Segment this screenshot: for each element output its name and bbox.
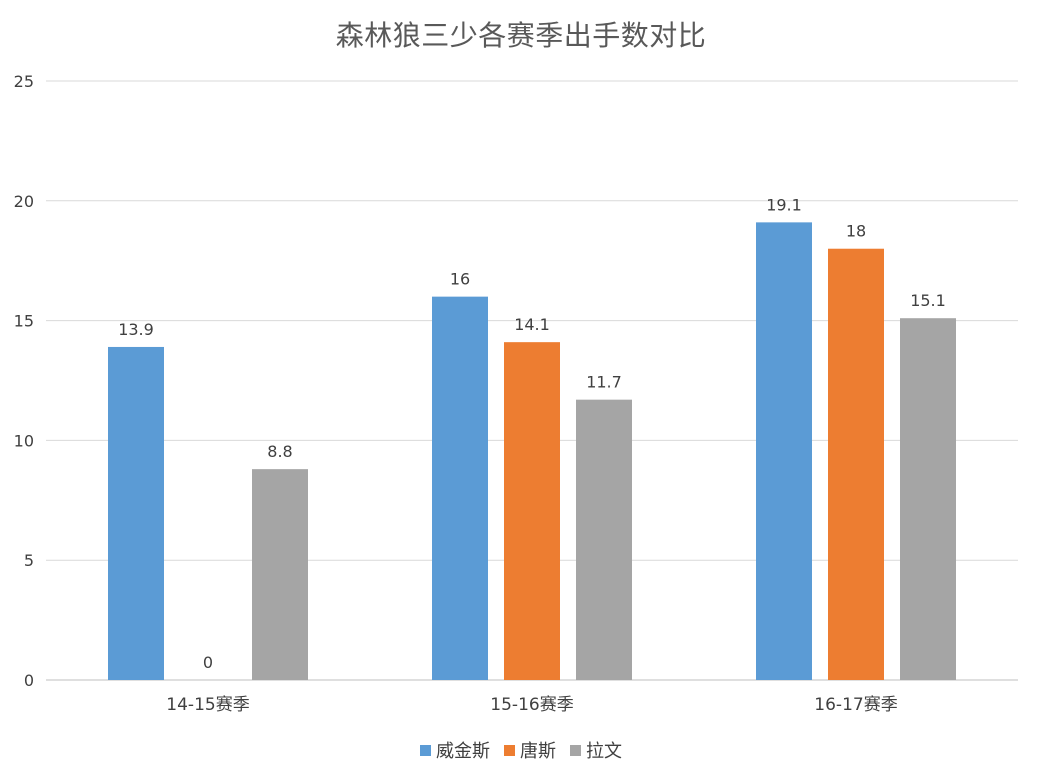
legend-label-2: 拉文 (586, 741, 622, 762)
y-tick-label: 20 (14, 192, 34, 211)
legend-label-0: 威金斯 (436, 741, 490, 762)
chart-legend: 威金斯 唐斯 拉文 (0, 737, 1042, 763)
legend-item-series-0[interactable]: 威金斯 (420, 737, 490, 763)
bar-威金斯-14-15赛季 (108, 346, 164, 680)
data-label: 15.1 (910, 291, 946, 310)
data-label: 11.7 (586, 373, 622, 392)
data-label: 16 (450, 270, 470, 289)
legend-swatch-1 (504, 744, 515, 756)
bar-唐斯-15-16赛季 (504, 342, 560, 680)
y-tick-label: 5 (24, 551, 34, 570)
bar-拉文-14-15赛季 (252, 469, 308, 680)
legend-item-series-2[interactable]: 拉文 (570, 737, 622, 763)
y-tick-label: 0 (24, 671, 34, 690)
legend-swatch-2 (570, 744, 581, 756)
data-label: 14.1 (514, 315, 550, 334)
bar-唐斯-16-17赛季 (828, 248, 884, 680)
legend-label-1: 唐斯 (520, 741, 556, 762)
legend-item-series-1[interactable]: 唐斯 (504, 737, 556, 763)
chart-title: 森林狼三少各赛季出手数对比 (335, 19, 707, 52)
x-tick-label: 14-15赛季 (166, 694, 249, 715)
y-tick-label: 25 (14, 72, 34, 91)
bar-拉文-16-17赛季 (900, 318, 956, 680)
bar-威金斯-15-16赛季 (432, 296, 488, 680)
x-tick-label: 15-16赛季 (490, 694, 573, 715)
bar-拉文-15-16赛季 (576, 399, 632, 680)
legend-swatch-0 (420, 744, 431, 756)
y-tick-label: 15 (14, 312, 34, 331)
data-label: 8.8 (267, 442, 292, 461)
bar-威金斯-16-17赛季 (756, 222, 812, 680)
data-label: 19.1 (766, 195, 802, 214)
x-tick-label: 16-17赛季 (814, 694, 897, 715)
data-label: 18 (846, 222, 866, 241)
data-label: 0 (203, 653, 213, 672)
y-tick-label: 10 (14, 431, 34, 450)
data-label: 13.9 (118, 320, 154, 339)
